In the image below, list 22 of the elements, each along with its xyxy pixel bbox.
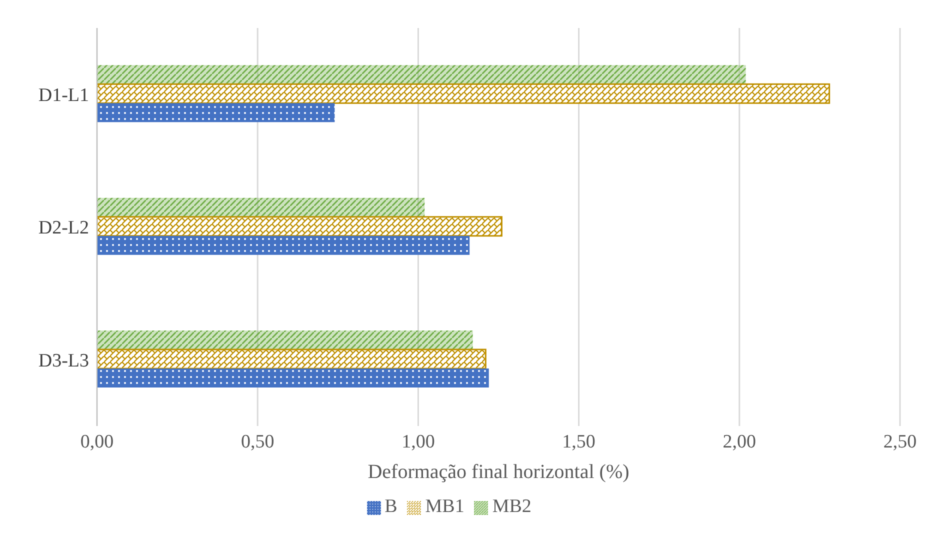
bar (97, 330, 473, 350)
bar (97, 236, 470, 255)
legend-label: B (384, 496, 398, 517)
x-axis-title: Deformação final horizontal (%) (368, 461, 630, 483)
bar (97, 216, 502, 237)
bar (97, 65, 746, 84)
x-tick-label: 0,00 (80, 431, 114, 452)
y-tick-label: D1-L1 (38, 85, 89, 106)
x-tick-label: 1,00 (402, 431, 435, 452)
bar (97, 198, 425, 217)
bar (97, 103, 335, 122)
x-tick-label: 2,00 (722, 431, 756, 452)
legend-label: MB2 (492, 496, 532, 517)
legend-label: MB1 (425, 496, 464, 517)
x-tick-label: 0,50 (240, 431, 274, 452)
x-tick-label: 1,50 (562, 431, 596, 452)
bar (97, 348, 486, 370)
bar (97, 368, 489, 388)
y-tick-label: D2-L2 (38, 218, 89, 239)
bar (97, 83, 830, 104)
x-tick-label: 2,50 (883, 431, 917, 452)
y-tick-label: D3-L3 (38, 350, 89, 372)
